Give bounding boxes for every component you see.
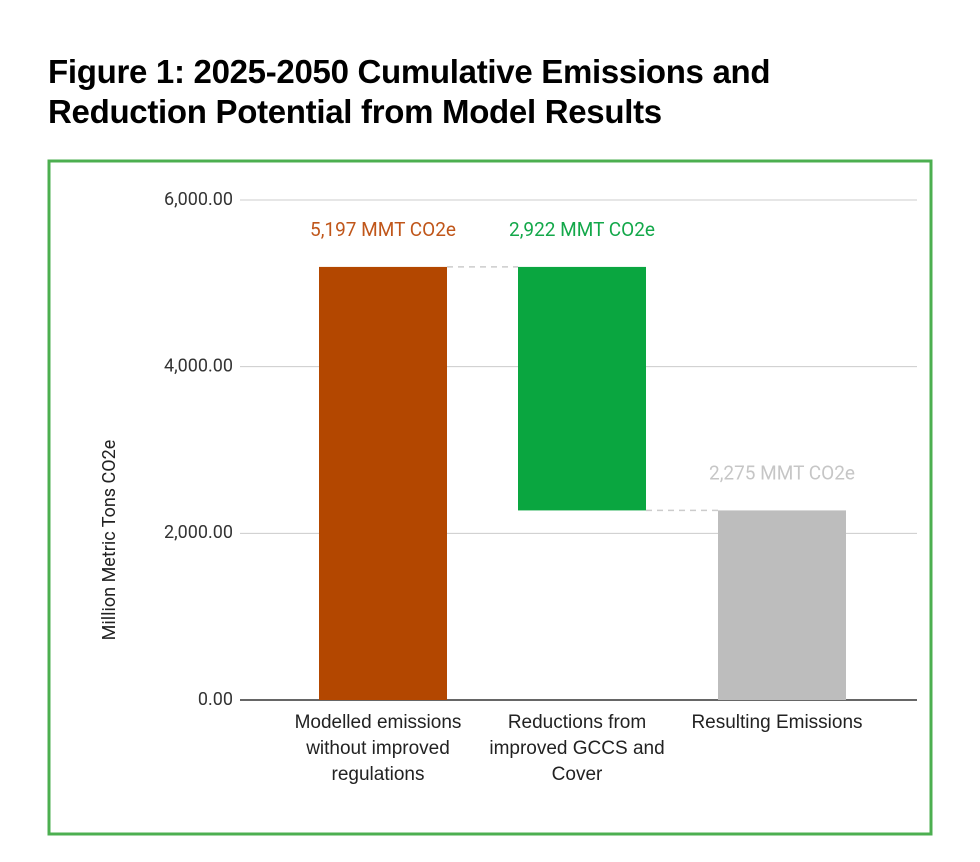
x-tick-label: Resulting Emissions	[691, 712, 863, 733]
y-axis-title: Million Metric Tons CO2e	[99, 440, 120, 641]
y-tick-label: 0.00	[198, 689, 233, 710]
value-label: 2,922 MMT CO2e	[509, 218, 655, 241]
y-tick-label: 4,000.00	[164, 355, 233, 376]
x-tick-label: Modelled emissions without improved regu…	[294, 712, 462, 785]
value-label: 5,197 MMT CO2e	[310, 218, 456, 241]
x-tick-label: Reductions from improved GCCS and Cover	[489, 712, 665, 785]
bar	[718, 510, 846, 700]
bar	[518, 266, 646, 511]
chart-title: Figure 1: 2025-2050 Cumulative Emissions…	[48, 53, 771, 130]
y-tick-label: 2,000.00	[164, 522, 233, 543]
bar	[319, 266, 447, 700]
y-tick-label: 6,000.00	[164, 189, 233, 210]
chart-border	[47, 159, 933, 836]
value-label: 2,275 MMT CO2e	[709, 461, 855, 484]
